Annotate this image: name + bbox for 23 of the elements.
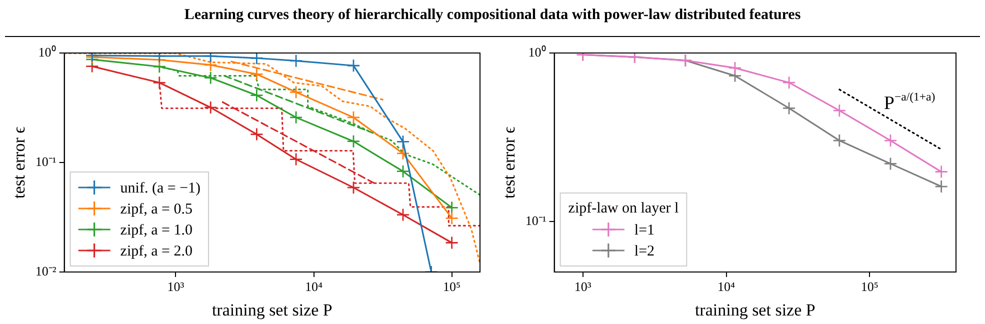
legend-label: zipf, a = 2.0 [120, 243, 192, 260]
y-tick-label: 10⁰ [38, 44, 56, 60]
y-axis-title: test error ϵ [500, 126, 519, 199]
legend-title: zipf-law on layer l [568, 200, 679, 216]
x-tick-label: 10³ [167, 279, 184, 294]
legend-label: zipf, a = 0.5 [120, 201, 192, 218]
y-axis-title: test error ϵ [10, 126, 29, 199]
x-tick-label: 10⁵ [860, 279, 878, 294]
x-tick-label: 10⁵ [443, 279, 461, 294]
legend-label: unif. (a = −1) [120, 180, 201, 196]
chart-title: Learning curves theory of hierarchically compositional data with power-law distributed features [5, 0, 980, 37]
x-tick-label: 10⁴ [717, 279, 736, 294]
x-axis-title: training set size P [212, 300, 332, 320]
y-tick-label: 10⁻¹ [525, 212, 546, 228]
y-tick-label: 10⁻² [35, 263, 56, 278]
x-tick-label: 10⁴ [304, 279, 323, 294]
x-tick-label: 10³ [574, 279, 592, 294]
legend-label: zipf, a = 1.0 [120, 222, 192, 238]
y-tick-label: 10⁻¹ [35, 154, 56, 169]
x-axis-title: training set size P [694, 300, 816, 320]
legend-label: l=1 [634, 222, 655, 238]
legend-label: l=2 [634, 243, 655, 260]
y-tick-label: 10⁰ [528, 44, 546, 60]
